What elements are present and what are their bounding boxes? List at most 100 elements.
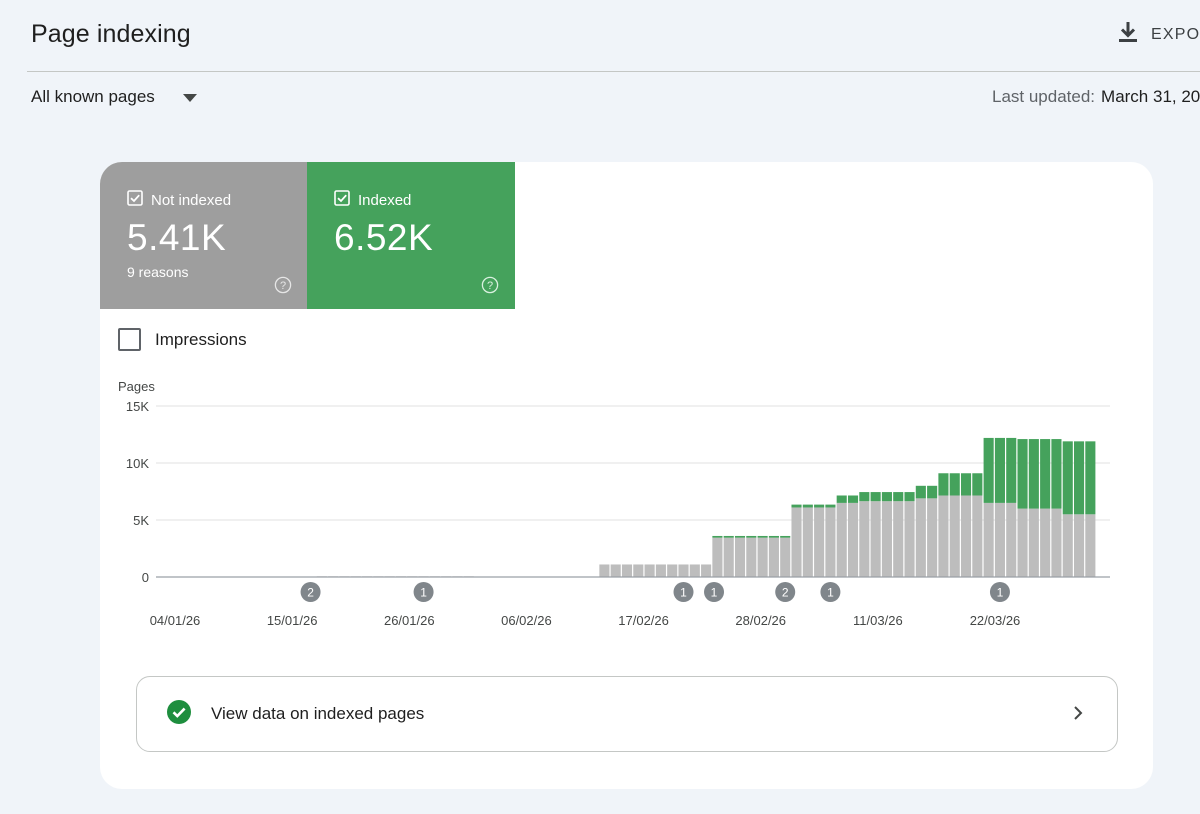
bar-not-indexed <box>791 507 802 577</box>
bar-indexed <box>757 535 768 538</box>
bar-indexed <box>972 473 983 496</box>
bar-indexed <box>780 535 791 538</box>
bar-not-indexed <box>1040 508 1051 577</box>
not-indexed-label: Not indexed <box>151 191 232 209</box>
annotation-count: 2 <box>307 586 314 600</box>
bar-not-indexed <box>836 502 847 577</box>
download-icon <box>1117 20 1151 49</box>
bar-not-indexed <box>1006 502 1017 577</box>
bar-not-indexed <box>689 564 700 577</box>
indexed-tile[interactable]: Indexed 6.52K ? <box>307 162 515 309</box>
x-tick-label: 11/03/26 <box>853 613 903 628</box>
x-tick-label: 26/01/26 <box>384 613 435 628</box>
bar-not-indexed <box>768 537 779 577</box>
bar-indexed <box>1040 439 1051 509</box>
bar-indexed <box>915 485 926 499</box>
indexing-chart: Pages 0 5K 10K 15K 2 1 1 1 2 1 1 04/01/26 15/01/26 26/… <box>118 379 1110 628</box>
annotation-marker <box>300 582 321 602</box>
bar-not-indexed <box>915 498 926 577</box>
bar-not-indexed <box>983 502 994 577</box>
bar-indexed <box>983 437 994 503</box>
impressions-checkbox[interactable] <box>118 328 141 351</box>
bar-not-indexed <box>927 498 938 577</box>
bar-not-indexed <box>814 507 825 577</box>
bar-indexed <box>1062 441 1073 515</box>
export-button[interactable]: EXPORT <box>1117 20 1200 49</box>
chevron-right-icon <box>1073 705 1083 726</box>
y-axis-label: Pages <box>118 379 155 394</box>
bar-indexed <box>768 535 779 538</box>
annotation-count: 1 <box>711 586 718 600</box>
checkbox-checked-icon[interactable] <box>127 190 151 210</box>
bar-indexed <box>734 535 746 538</box>
bar-not-indexed <box>633 564 644 577</box>
bar-indexed <box>994 437 1005 503</box>
last-updated: Last updated: March 31, 2026 <box>992 87 1200 107</box>
annotation-marker <box>704 582 725 602</box>
bar-indexed <box>870 492 881 502</box>
indexed-count: 6.52K <box>334 217 434 258</box>
bar-not-indexed <box>859 501 870 577</box>
bar-not-indexed <box>1017 508 1028 577</box>
bar-indexed <box>1085 441 1096 515</box>
bar-not-indexed <box>655 564 666 577</box>
bar-indexed <box>1028 439 1039 509</box>
bar-not-indexed <box>780 537 791 577</box>
svg-text:?: ? <box>280 280 286 292</box>
annotation-count: 1 <box>827 586 834 600</box>
annotation-count: 1 <box>997 586 1004 600</box>
bar-not-indexed <box>667 564 678 577</box>
bar-not-indexed <box>1062 514 1073 577</box>
bar-not-indexed <box>723 537 734 577</box>
bar-not-indexed <box>847 502 859 577</box>
bar-not-indexed <box>938 495 949 577</box>
annotation-count: 2 <box>782 586 789 600</box>
annotation-marker <box>820 582 841 602</box>
bar-not-indexed <box>960 495 972 577</box>
annotation-marker <box>989 582 1010 602</box>
annotation-marker <box>775 582 796 602</box>
bar-not-indexed <box>881 501 892 577</box>
help-icon[interactable]: ? <box>481 276 499 299</box>
bar-indexed <box>938 473 949 496</box>
bar-indexed <box>814 504 825 508</box>
bar-indexed <box>1006 437 1017 503</box>
bar-not-indexed <box>893 501 904 577</box>
view-indexed-pages-link[interactable]: View data on indexed pages <box>136 676 1118 752</box>
y-tick-label: 5K <box>133 513 149 528</box>
y-tick-label: 10K <box>126 456 149 471</box>
bar-indexed <box>1017 439 1028 509</box>
impressions-toggle[interactable]: Impressions <box>118 328 247 351</box>
checkbox-checked-icon[interactable] <box>334 190 358 210</box>
impressions-label: Impressions <box>155 329 247 349</box>
y-tick-label: 15K <box>126 399 149 414</box>
dropdown-arrow-icon <box>182 87 197 107</box>
not-indexed-count: 5.41K <box>127 217 227 258</box>
help-icon[interactable]: ? <box>274 276 292 299</box>
export-label: EXPORT <box>1151 25 1200 43</box>
page-filter-value: All known pages <box>31 87 155 106</box>
bar-not-indexed <box>802 507 813 577</box>
annotation-count: 1 <box>420 586 427 600</box>
check-circle-icon <box>167 699 191 729</box>
bar-indexed <box>746 535 757 538</box>
bar-indexed <box>960 473 972 496</box>
y-tick-label: 0 <box>142 570 149 585</box>
bar-indexed <box>859 492 870 502</box>
bar-indexed <box>1073 441 1085 515</box>
bar-not-indexed <box>757 537 768 577</box>
bar-indexed <box>881 492 892 502</box>
bar-not-indexed <box>825 507 836 577</box>
bar-not-indexed <box>701 564 712 577</box>
bar-not-indexed <box>678 564 689 577</box>
bar-not-indexed <box>1073 514 1085 577</box>
annotation-marker <box>413 582 434 602</box>
not-indexed-tile[interactable]: Not indexed 5.41K 9 reasons ? <box>100 162 308 309</box>
bar-not-indexed <box>870 501 881 577</box>
bar-indexed <box>836 495 847 503</box>
bar-not-indexed <box>904 501 915 577</box>
bar-not-indexed <box>994 502 1005 577</box>
bar-indexed <box>825 504 836 508</box>
bar-indexed <box>802 504 813 508</box>
page-filter-dropdown[interactable]: All known pages <box>31 87 197 107</box>
